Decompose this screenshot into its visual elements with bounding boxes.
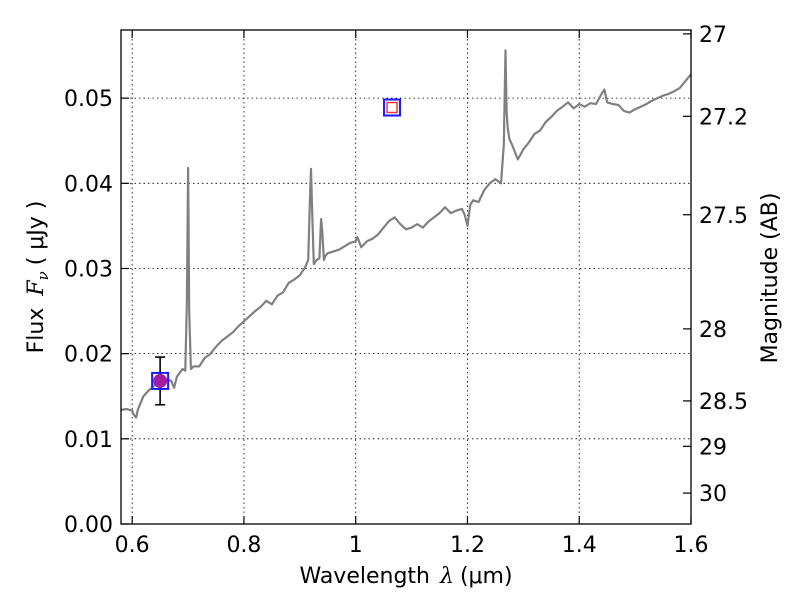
- y-tick-label: 0.05: [64, 87, 113, 112]
- y2-tick-label: 27: [699, 23, 727, 48]
- x-tick-label: 1.2: [450, 533, 485, 558]
- spectrum-series-line: [120, 49, 692, 419]
- axis-ticks: [121, 30, 692, 525]
- plot-frame: [120, 29, 692, 525]
- y2-tick-label: 27.5: [699, 204, 748, 229]
- x-axis-label: Wavelength λ (μm): [299, 564, 512, 589]
- x-tick-label: 1.6: [674, 533, 709, 558]
- y2-tick-label: 30: [699, 482, 727, 507]
- photometry-markers: [151, 98, 402, 406]
- observed-photometry-marker: [153, 373, 168, 388]
- y2-tick-label: 29: [699, 435, 727, 460]
- y-tick-label: 0.00: [64, 513, 113, 538]
- grid-lines: [121, 30, 692, 525]
- upper-band-model-box: [383, 98, 402, 117]
- x-tick-label: 1.4: [562, 533, 597, 558]
- observed-photometry-model-box: [151, 371, 170, 390]
- y2-tick-label: 27.2: [699, 105, 748, 130]
- y-tick-label: 0.01: [64, 428, 113, 453]
- y2-tick-label: 28.5: [699, 390, 748, 415]
- y-tick-label: 0.03: [64, 257, 113, 282]
- y-tick-labels: 0.00 0.01 0.02 0.03 0.04 0.05: [64, 87, 113, 538]
- y-tick-label: 0.02: [64, 343, 113, 368]
- y-axis-label: FluxFν( μJy ): [24, 201, 52, 354]
- x-tick-label: 0.8: [226, 533, 261, 558]
- upper-band-marker: [386, 101, 398, 114]
- x-tick-label: 0.6: [115, 533, 150, 558]
- x-tick-label: 1: [349, 533, 363, 558]
- y2-tick-labels: 27 27.2 27.5 28 28.5 29 30: [699, 23, 748, 507]
- y-tick-label: 0.04: [64, 172, 113, 197]
- x-tick-labels: 0.6 0.8 1 1.2 1.4 1.6: [115, 533, 709, 558]
- y2-axis-label: Magnitude (AB): [758, 193, 783, 364]
- y2-tick-label: 28: [699, 318, 727, 343]
